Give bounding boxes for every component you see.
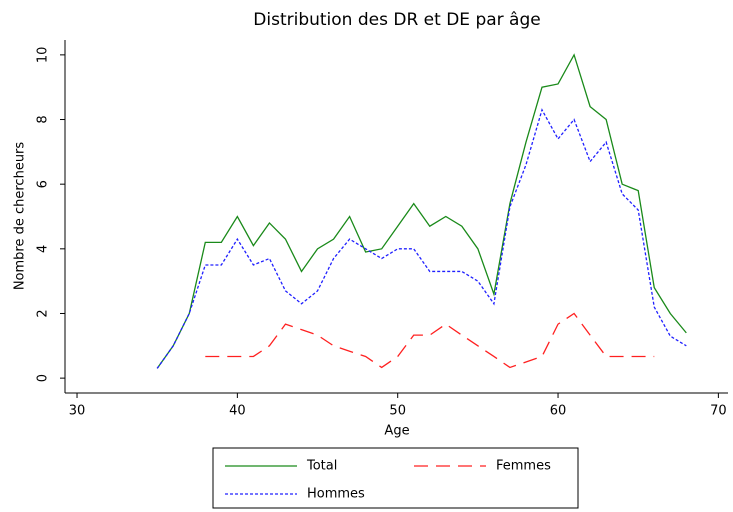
- x-tick-label: 60: [550, 404, 567, 419]
- y-tick-label: 8: [36, 115, 51, 123]
- x-tick-label: 40: [229, 404, 246, 419]
- y-axis-label: Nombre de chercheurs: [13, 142, 28, 291]
- y-tick-label: 6: [36, 180, 51, 188]
- y-tick-label: 0: [36, 374, 51, 382]
- chart-title: Distribution des DR et DE par âge: [253, 10, 540, 30]
- x-tick-label: 70: [710, 404, 727, 419]
- data-line: [156, 53, 687, 369]
- data-line: [156, 108, 687, 369]
- x-tick-label: 50: [389, 404, 406, 419]
- legend: [212, 447, 579, 509]
- y-tick-label: 10: [36, 47, 51, 64]
- y-tick-label: 4: [36, 245, 51, 253]
- y-tick-label: 2: [36, 309, 51, 317]
- x-axis-label: Age: [384, 424, 409, 439]
- x-tick-label: 30: [69, 404, 86, 419]
- legend-label: Femmes: [496, 459, 551, 474]
- legend-label: Total: [306, 459, 337, 474]
- legend-label: Hommes: [307, 487, 365, 502]
